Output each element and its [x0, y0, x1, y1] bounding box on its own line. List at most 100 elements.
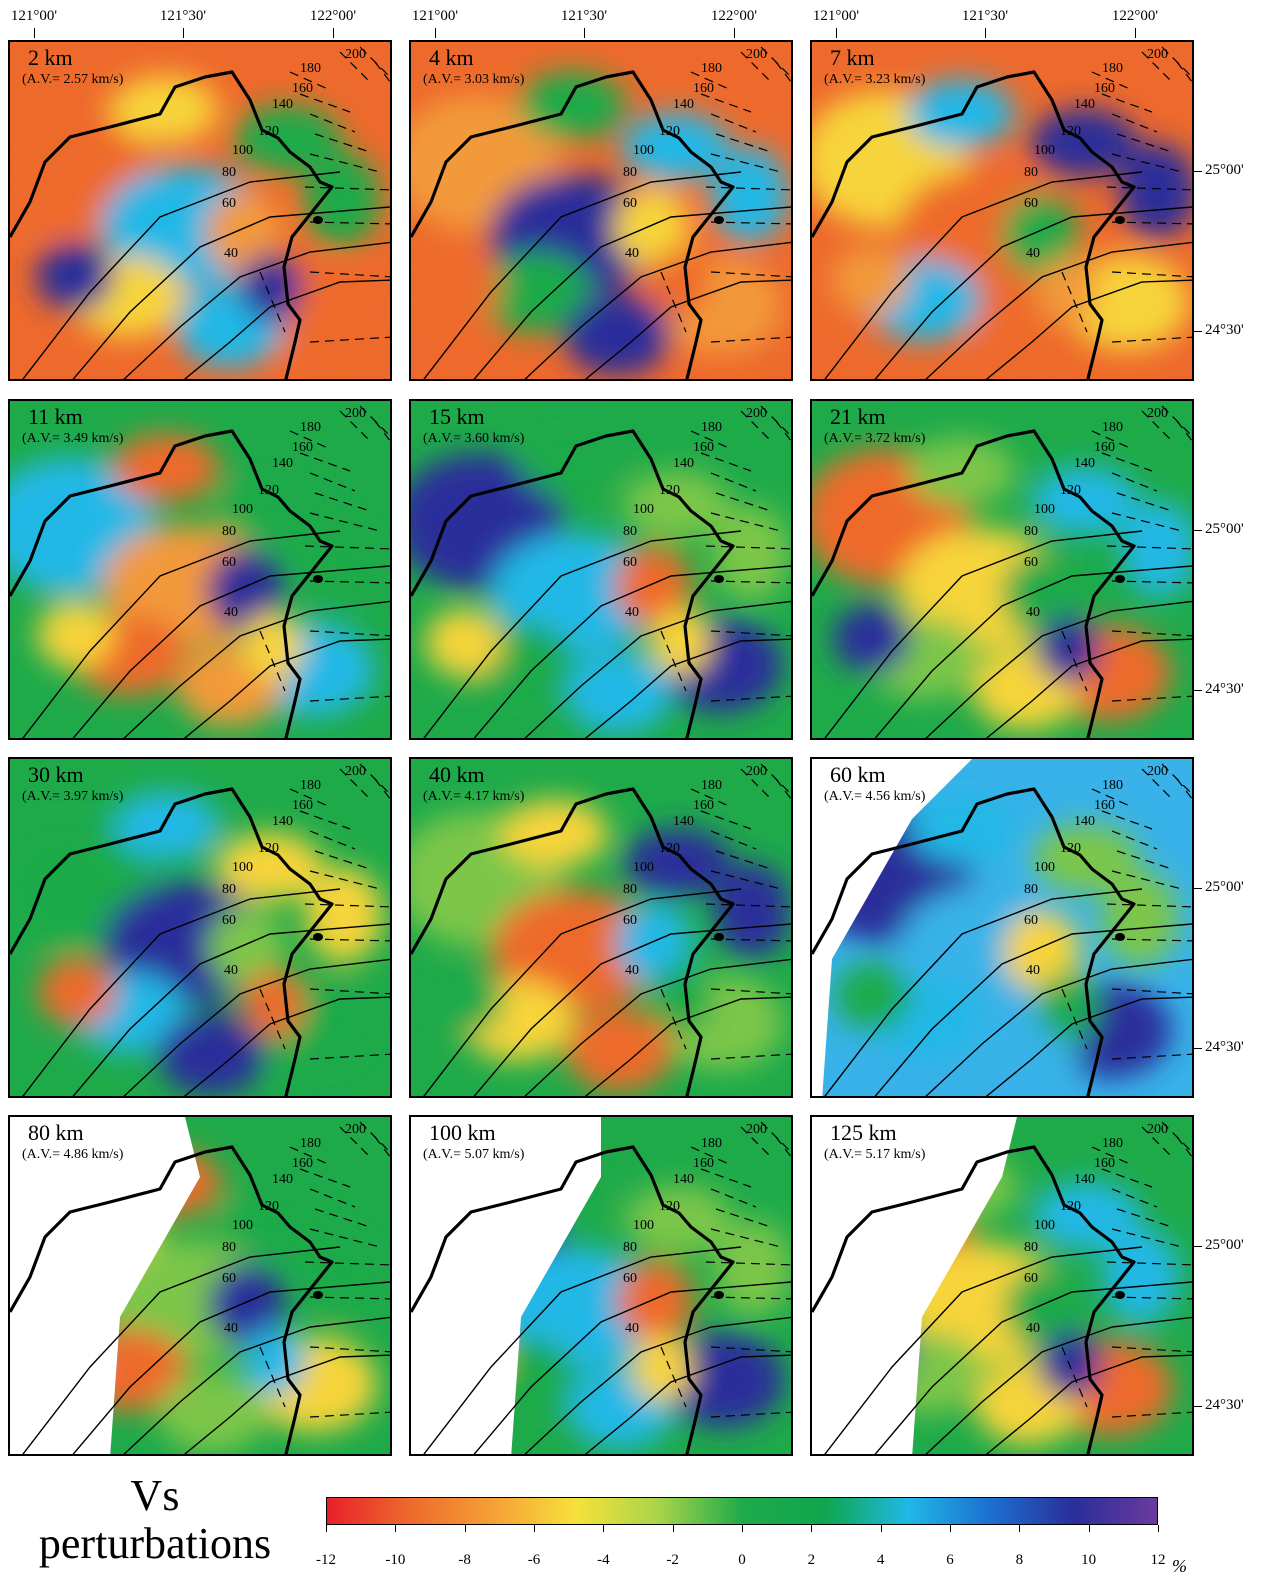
velocity-anomaly: [650, 965, 712, 1034]
slab-depth-contour: [289, 788, 331, 808]
slab-depth-contour: [314, 492, 371, 512]
velocity-anomaly: [207, 906, 285, 989]
slab-depth-contour: [1111, 830, 1158, 850]
slab-depth-contour: [309, 512, 381, 532]
slab-depth-contour: [299, 452, 351, 472]
colorbar-tick-label: 8: [1015, 1552, 1024, 1568]
slab-depth-contour: [1101, 1168, 1153, 1188]
slab-depth-contour: [1141, 768, 1173, 800]
longitude-label: 122°00': [309, 8, 357, 24]
map-panel: 200 180 160 140 120 100 80 60 40 21 km (A.V.= 3.72…: [810, 399, 1194, 740]
slab-depth-contour: [715, 1208, 772, 1228]
slab-contour-label: 40: [1026, 246, 1040, 261]
island-marker: [313, 1291, 323, 1299]
slab-depth-contour: [309, 1228, 381, 1248]
velocity-anomaly: [37, 600, 114, 669]
longitude-label: 121°30': [961, 8, 1009, 24]
slab-depth-contour: [1116, 133, 1173, 153]
slab-depth-contour: [1176, 778, 1192, 800]
colorbar-tick-label: -12: [316, 1552, 336, 1568]
slab-contour-label: 180: [1102, 1136, 1123, 1151]
latitude-label: 24°30': [1205, 1397, 1244, 1413]
map-panel: 200 180 160 140 120 100 80 60 40 80 km (A.V.= 4.86…: [8, 1115, 392, 1456]
slab-contour-label: 60: [623, 196, 637, 211]
fault-line: [123, 958, 390, 1096]
average-velocity-label: (A.V.= 4.86 km/s): [22, 1147, 124, 1162]
fault-line: [824, 1246, 1143, 1454]
slab-contour-label: 180: [1102, 778, 1123, 793]
slab-contour-label: 80: [1024, 165, 1038, 180]
longitude-label: 122°00': [1111, 8, 1159, 24]
velocity-anomaly: [563, 293, 671, 376]
velocity-anomaly: [206, 549, 284, 632]
fault-line: [985, 996, 1192, 1096]
slab-depth-contour: [289, 430, 331, 450]
velocity-anomaly: [1004, 1267, 1082, 1350]
coastline: [411, 70, 735, 379]
slab-contour-label: 160: [693, 440, 714, 455]
slab-contour-label: 140: [673, 1172, 694, 1187]
island-marker: [1115, 933, 1125, 941]
slab-depth-contour: [1061, 271, 1088, 333]
fault-line: [423, 1246, 742, 1454]
slab-contour-label: 100: [232, 143, 253, 158]
slab-depth-contour: [309, 153, 381, 173]
slab-contour-label: 60: [1024, 1271, 1038, 1286]
slab-contour-label: 80: [222, 1240, 236, 1255]
average-velocity-label: (A.V.= 4.56 km/s): [824, 789, 926, 804]
slab-depth-contour: [339, 410, 371, 442]
depth-label: 11 km: [28, 404, 83, 429]
slab-depth-contour: [374, 61, 390, 83]
slab-depth-contour: [740, 1126, 772, 1158]
fault-line: [584, 279, 791, 379]
slab-depth-contour: [299, 810, 351, 830]
slab-contour-label: 120: [659, 483, 680, 498]
velocity-anomaly: [205, 191, 283, 273]
velocity-anomaly: [712, 505, 790, 601]
longitude-tick: [333, 28, 334, 38]
slab-depth-contour: [259, 630, 286, 692]
slab-contour-label: 60: [623, 913, 637, 928]
slab-contour-label: 160: [292, 1156, 313, 1171]
slab-depth-contour: [710, 472, 757, 492]
slab-contour-label: 120: [258, 841, 279, 856]
slab-depth-contour: [1116, 1208, 1173, 1228]
velocity-anomaly: [713, 862, 791, 959]
slab-depth-contour: [1111, 512, 1183, 532]
velocity-anomaly: [110, 75, 219, 144]
velocity-anomaly: [833, 604, 910, 673]
velocity-anomaly: [649, 607, 711, 676]
latitude-tick: [1192, 171, 1202, 172]
velocity-anomaly: [1003, 910, 1081, 993]
slab-depth-contour: [1111, 1188, 1158, 1208]
fault-line: [123, 1316, 390, 1454]
slab-contour-label: 200: [1147, 406, 1168, 421]
no-data-mask: [812, 1117, 1017, 1454]
slab-depth-contour: [710, 512, 782, 532]
average-velocity-label: (A.V.= 3.23 km/s): [824, 72, 926, 87]
colorbar-tick-label: -6: [527, 1552, 541, 1568]
velocity-anomaly: [711, 147, 789, 243]
slab-depth-contour: [1091, 430, 1133, 450]
slab-depth-contour: [710, 1188, 757, 1208]
latitude-tick: [1192, 888, 1202, 889]
slab-contour-label: 140: [272, 1172, 293, 1187]
slab-contour-label: 120: [659, 1199, 680, 1214]
velocity-anomaly: [38, 958, 115, 1027]
velocity-anomaly-layer: [812, 437, 1192, 730]
slab-depth-contour: [710, 830, 757, 850]
colorbar-tick-label: -8: [458, 1552, 471, 1568]
coastline: [10, 429, 334, 738]
colorbar-tick-label: 6: [946, 1552, 954, 1568]
velocity-anomaly: [477, 251, 593, 334]
slab-contour-label: 140: [1074, 1172, 1095, 1187]
velocity-anomaly-layer: [411, 429, 790, 735]
longitude-tick: [836, 28, 837, 38]
legend-title-line2: perturbations: [38, 1519, 272, 1568]
coastline: [10, 70, 334, 379]
velocity-anomaly: [304, 509, 382, 606]
colorbar-tick: [1019, 1525, 1021, 1532]
slab-contour-label: 100: [633, 143, 654, 158]
slab-contour-label: 160: [1094, 798, 1115, 813]
